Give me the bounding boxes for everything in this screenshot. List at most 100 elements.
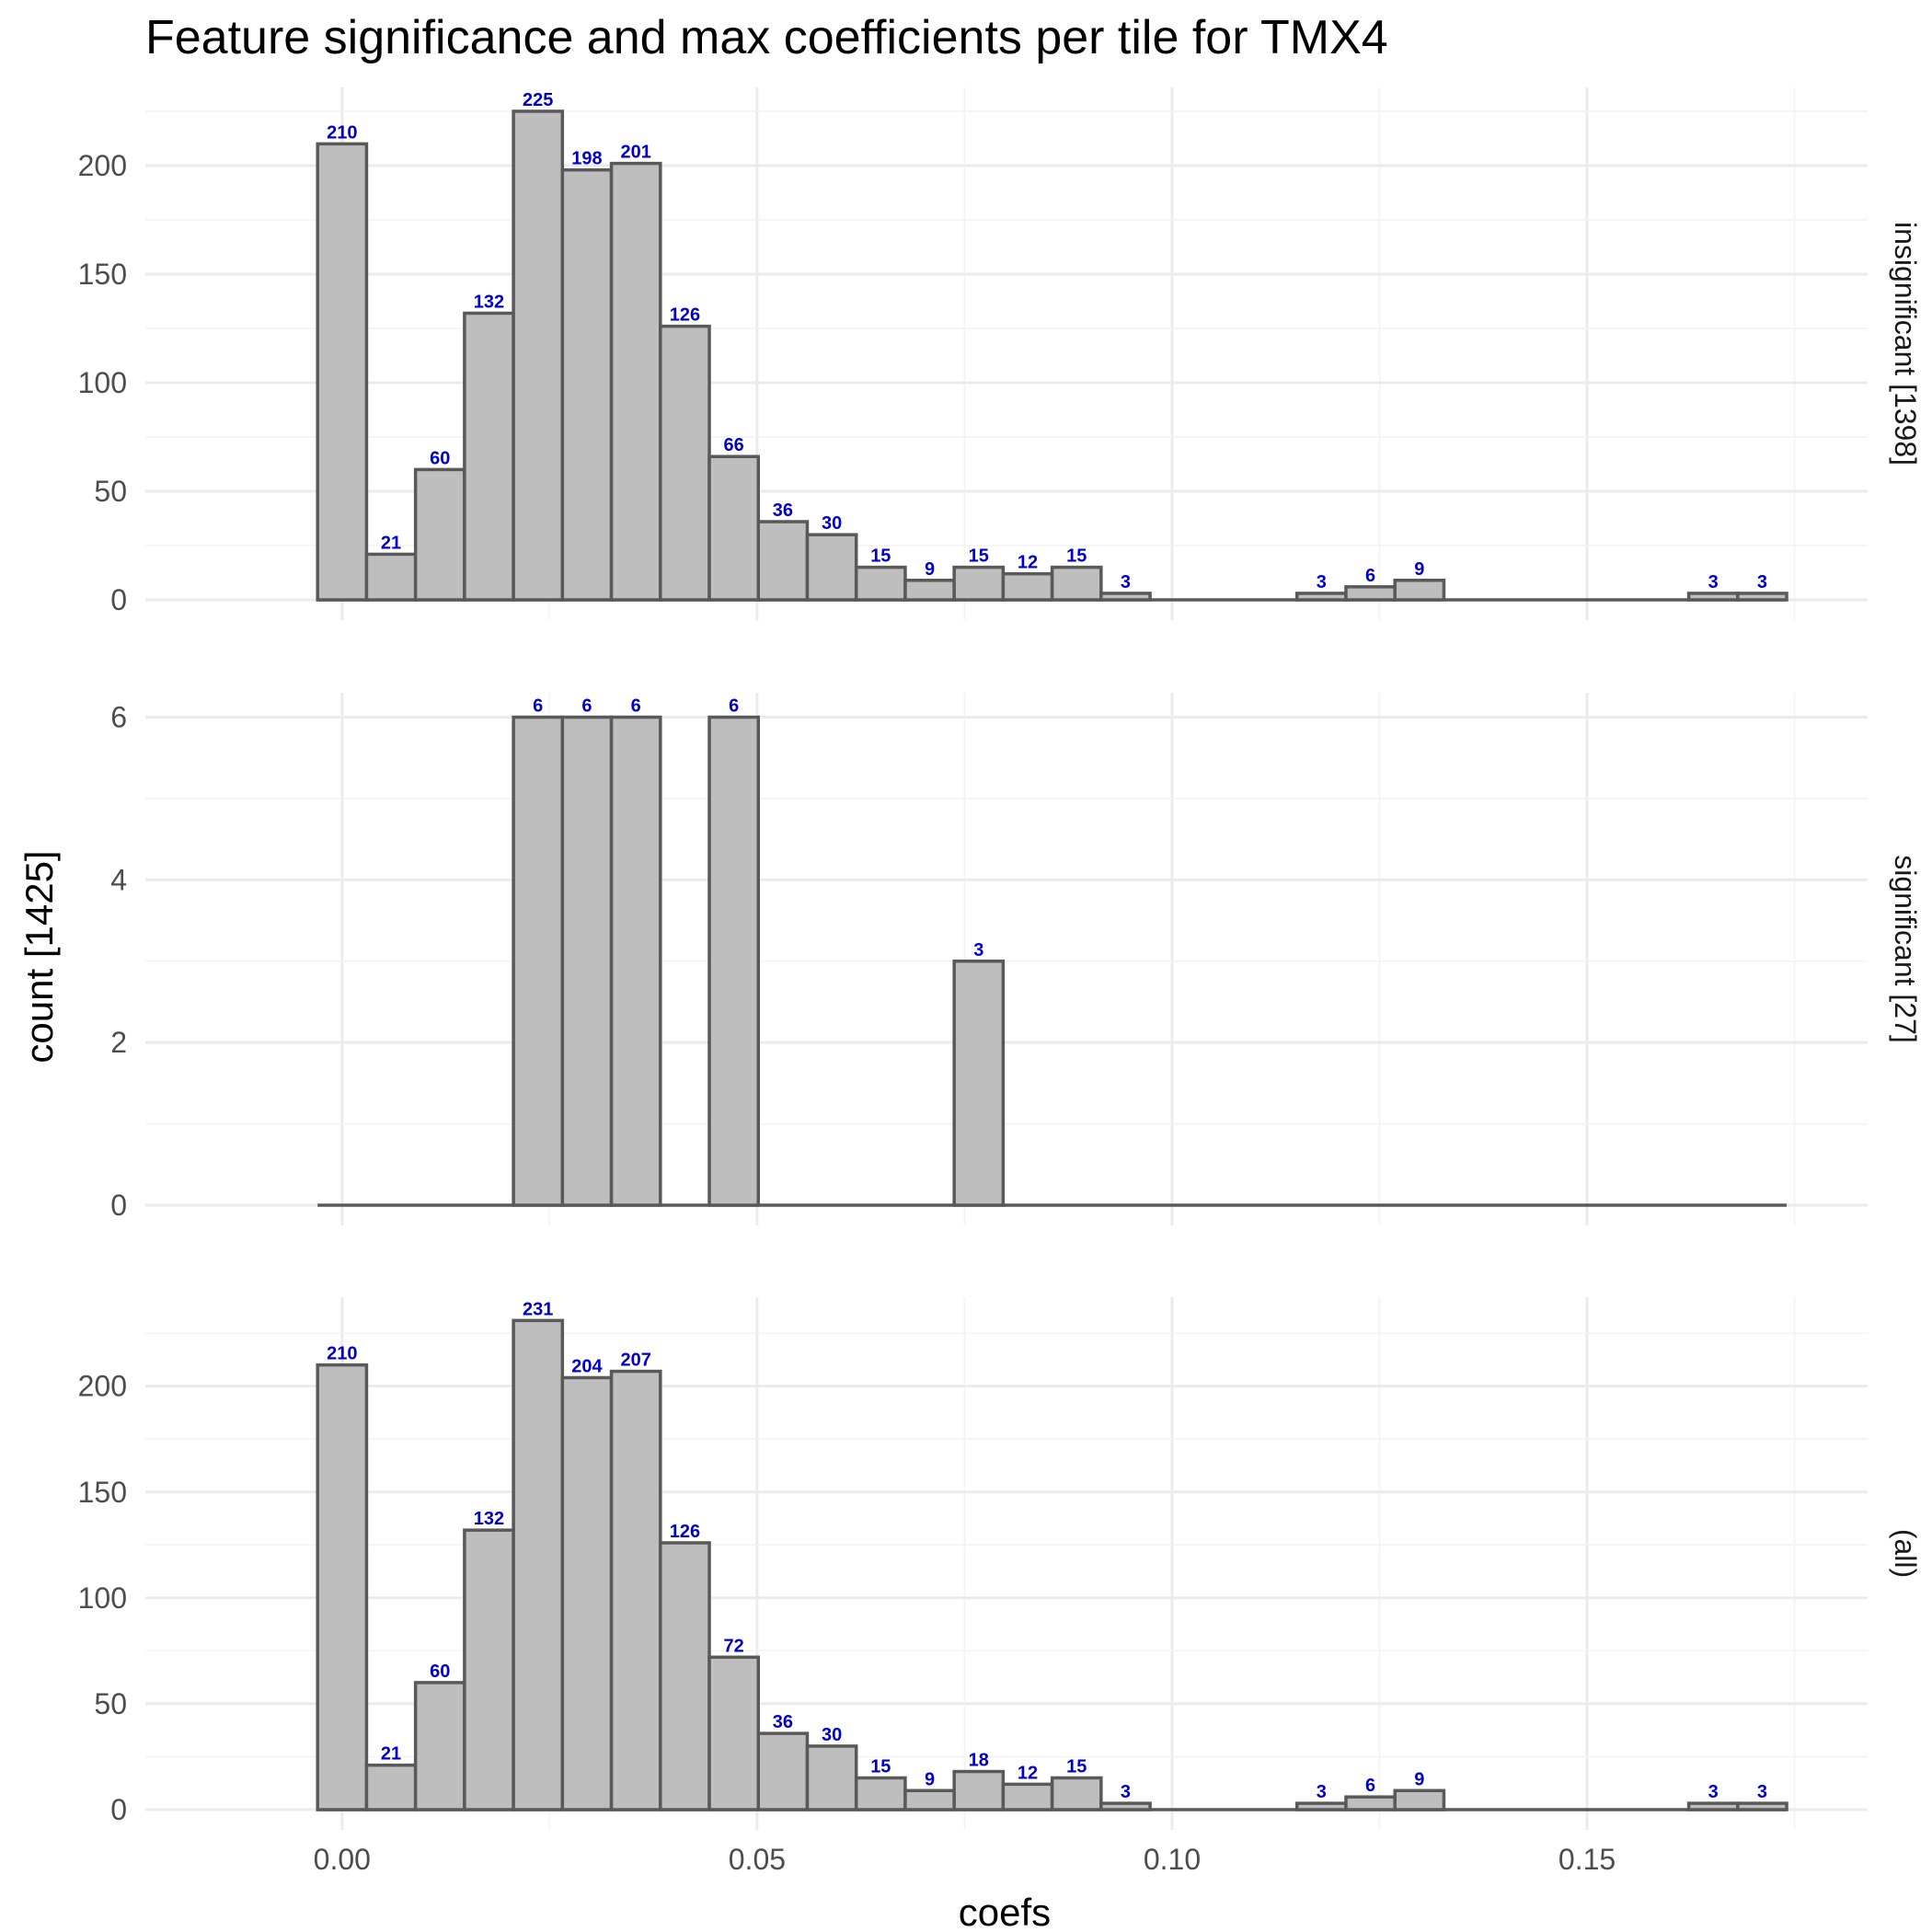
y-tick-label: 4 [110,863,127,896]
histogram-bar [659,1541,711,1811]
histogram-bar [463,311,515,602]
x-tick-label: 0.00 [314,1843,371,1876]
histogram-bar [854,565,907,602]
bar-count-label: 3 [973,940,983,960]
bar-count-label: 12 [1018,553,1038,573]
y-tick-label: 2 [110,1026,127,1059]
bar-count-label: 210 [327,1344,357,1364]
bar-count-label: 21 [381,1744,401,1765]
histogram-bar [1050,1776,1103,1811]
bar-count-label: 9 [1414,559,1424,580]
histogram-bar [512,715,565,1207]
histogram-bar [952,1769,1006,1811]
bar-count-label: 132 [474,292,504,312]
histogram-bar [1295,592,1348,602]
bar-count-label: 204 [571,1356,603,1376]
bar-count-label: 60 [430,448,450,468]
histogram-bar [609,1369,662,1811]
bar-count-label: 3 [1757,1782,1767,1802]
y-tick-label: 50 [94,1687,127,1720]
bar-count-label: 21 [381,533,401,553]
bar-count-label: 15 [870,546,891,567]
histogram-bar [413,1681,466,1811]
histogram-bar [560,167,614,602]
y-tick-label: 200 [78,1370,127,1403]
histogram-bar [903,1788,956,1811]
histogram-bar [805,1744,858,1811]
bar-count-label: 30 [822,1725,842,1745]
y-tick-label: 6 [110,701,127,734]
histogram-bar [512,109,565,602]
y-tick-label: 50 [94,475,127,508]
bar-count-label: 3 [1757,572,1767,592]
y-tick-label: 100 [78,366,127,399]
histogram-bar [316,1363,369,1811]
x-tick-label: 0.05 [729,1843,786,1876]
bar-count-label: 60 [430,1662,450,1682]
histogram-bar [1736,1801,1788,1811]
histogram-bar [364,1763,418,1811]
histogram-bar [756,520,810,602]
histogram-bar [1295,1801,1348,1811]
histogram-bar [1344,585,1397,602]
histogram-bar [1393,1788,1446,1811]
bar-count-label: 6 [631,696,641,717]
bar-count-label: 3 [1121,572,1131,592]
histogram-bar [707,1655,761,1811]
histogram-bar [1001,1782,1054,1811]
bar-count-label: 15 [870,1756,891,1777]
y-tick-label: 0 [110,583,127,616]
bar-count-label: 210 [327,122,357,143]
bar-count-label: 3 [1708,1782,1719,1802]
bar-count-label: 6 [1365,566,1375,586]
bar-count-label: 66 [724,435,744,455]
bar-count-label: 36 [773,1712,793,1732]
histogram-bar [707,715,761,1207]
bar-count-label: 6 [1365,1776,1375,1796]
histogram-bar [1393,579,1446,602]
histogram-bar [854,1776,907,1811]
x-tick-label: 0.10 [1144,1843,1201,1876]
histogram-bar [1099,592,1152,602]
histogram-bar [1686,1801,1740,1811]
histogram-bar [952,565,1006,602]
bar-count-label: 15 [1066,1756,1087,1777]
bar-count-label: 72 [724,1636,744,1656]
bar-count-label: 9 [925,559,935,580]
bar-count-label: 15 [1066,546,1087,567]
bar-count-label: 3 [1317,1782,1327,1802]
bar-count-label: 225 [523,90,553,110]
bar-count-label: 3 [1317,572,1327,592]
bar-count-label: 12 [1018,1763,1038,1783]
bar-count-label: 6 [581,696,592,717]
histogram-bar [756,1731,810,1811]
y-tick-label: 150 [78,1476,127,1509]
histogram-bar [1099,1801,1152,1811]
histogram-bar [609,715,662,1207]
bar-count-label: 6 [533,696,543,717]
histogram-bar [805,533,858,602]
bar-count-label: 126 [670,1522,700,1542]
histogram-bar [560,715,614,1207]
histogram-bar [560,1375,614,1811]
bar-count-label: 9 [1414,1769,1424,1789]
histogram-bar [463,1528,515,1811]
y-tick-label: 150 [78,258,127,291]
facet-strip-label: insignificant [1398] [1889,222,1922,466]
bar-count-label: 9 [925,1769,935,1789]
histogram-bar [1736,592,1788,602]
histogram-bar [364,552,418,602]
facet-strip-label: (all) [1889,1529,1922,1578]
histogram-bar [316,142,369,602]
y-axis-title: count [1425] [17,850,61,1063]
y-tick-label: 0 [110,1189,127,1222]
histogram-bar [903,579,956,602]
histogram-bar [1344,1795,1397,1811]
histogram-bar [1001,571,1054,602]
x-axis-title: coefs [959,1891,1051,1932]
bar-count-label: 6 [729,696,739,717]
histogram-bar [707,454,761,602]
